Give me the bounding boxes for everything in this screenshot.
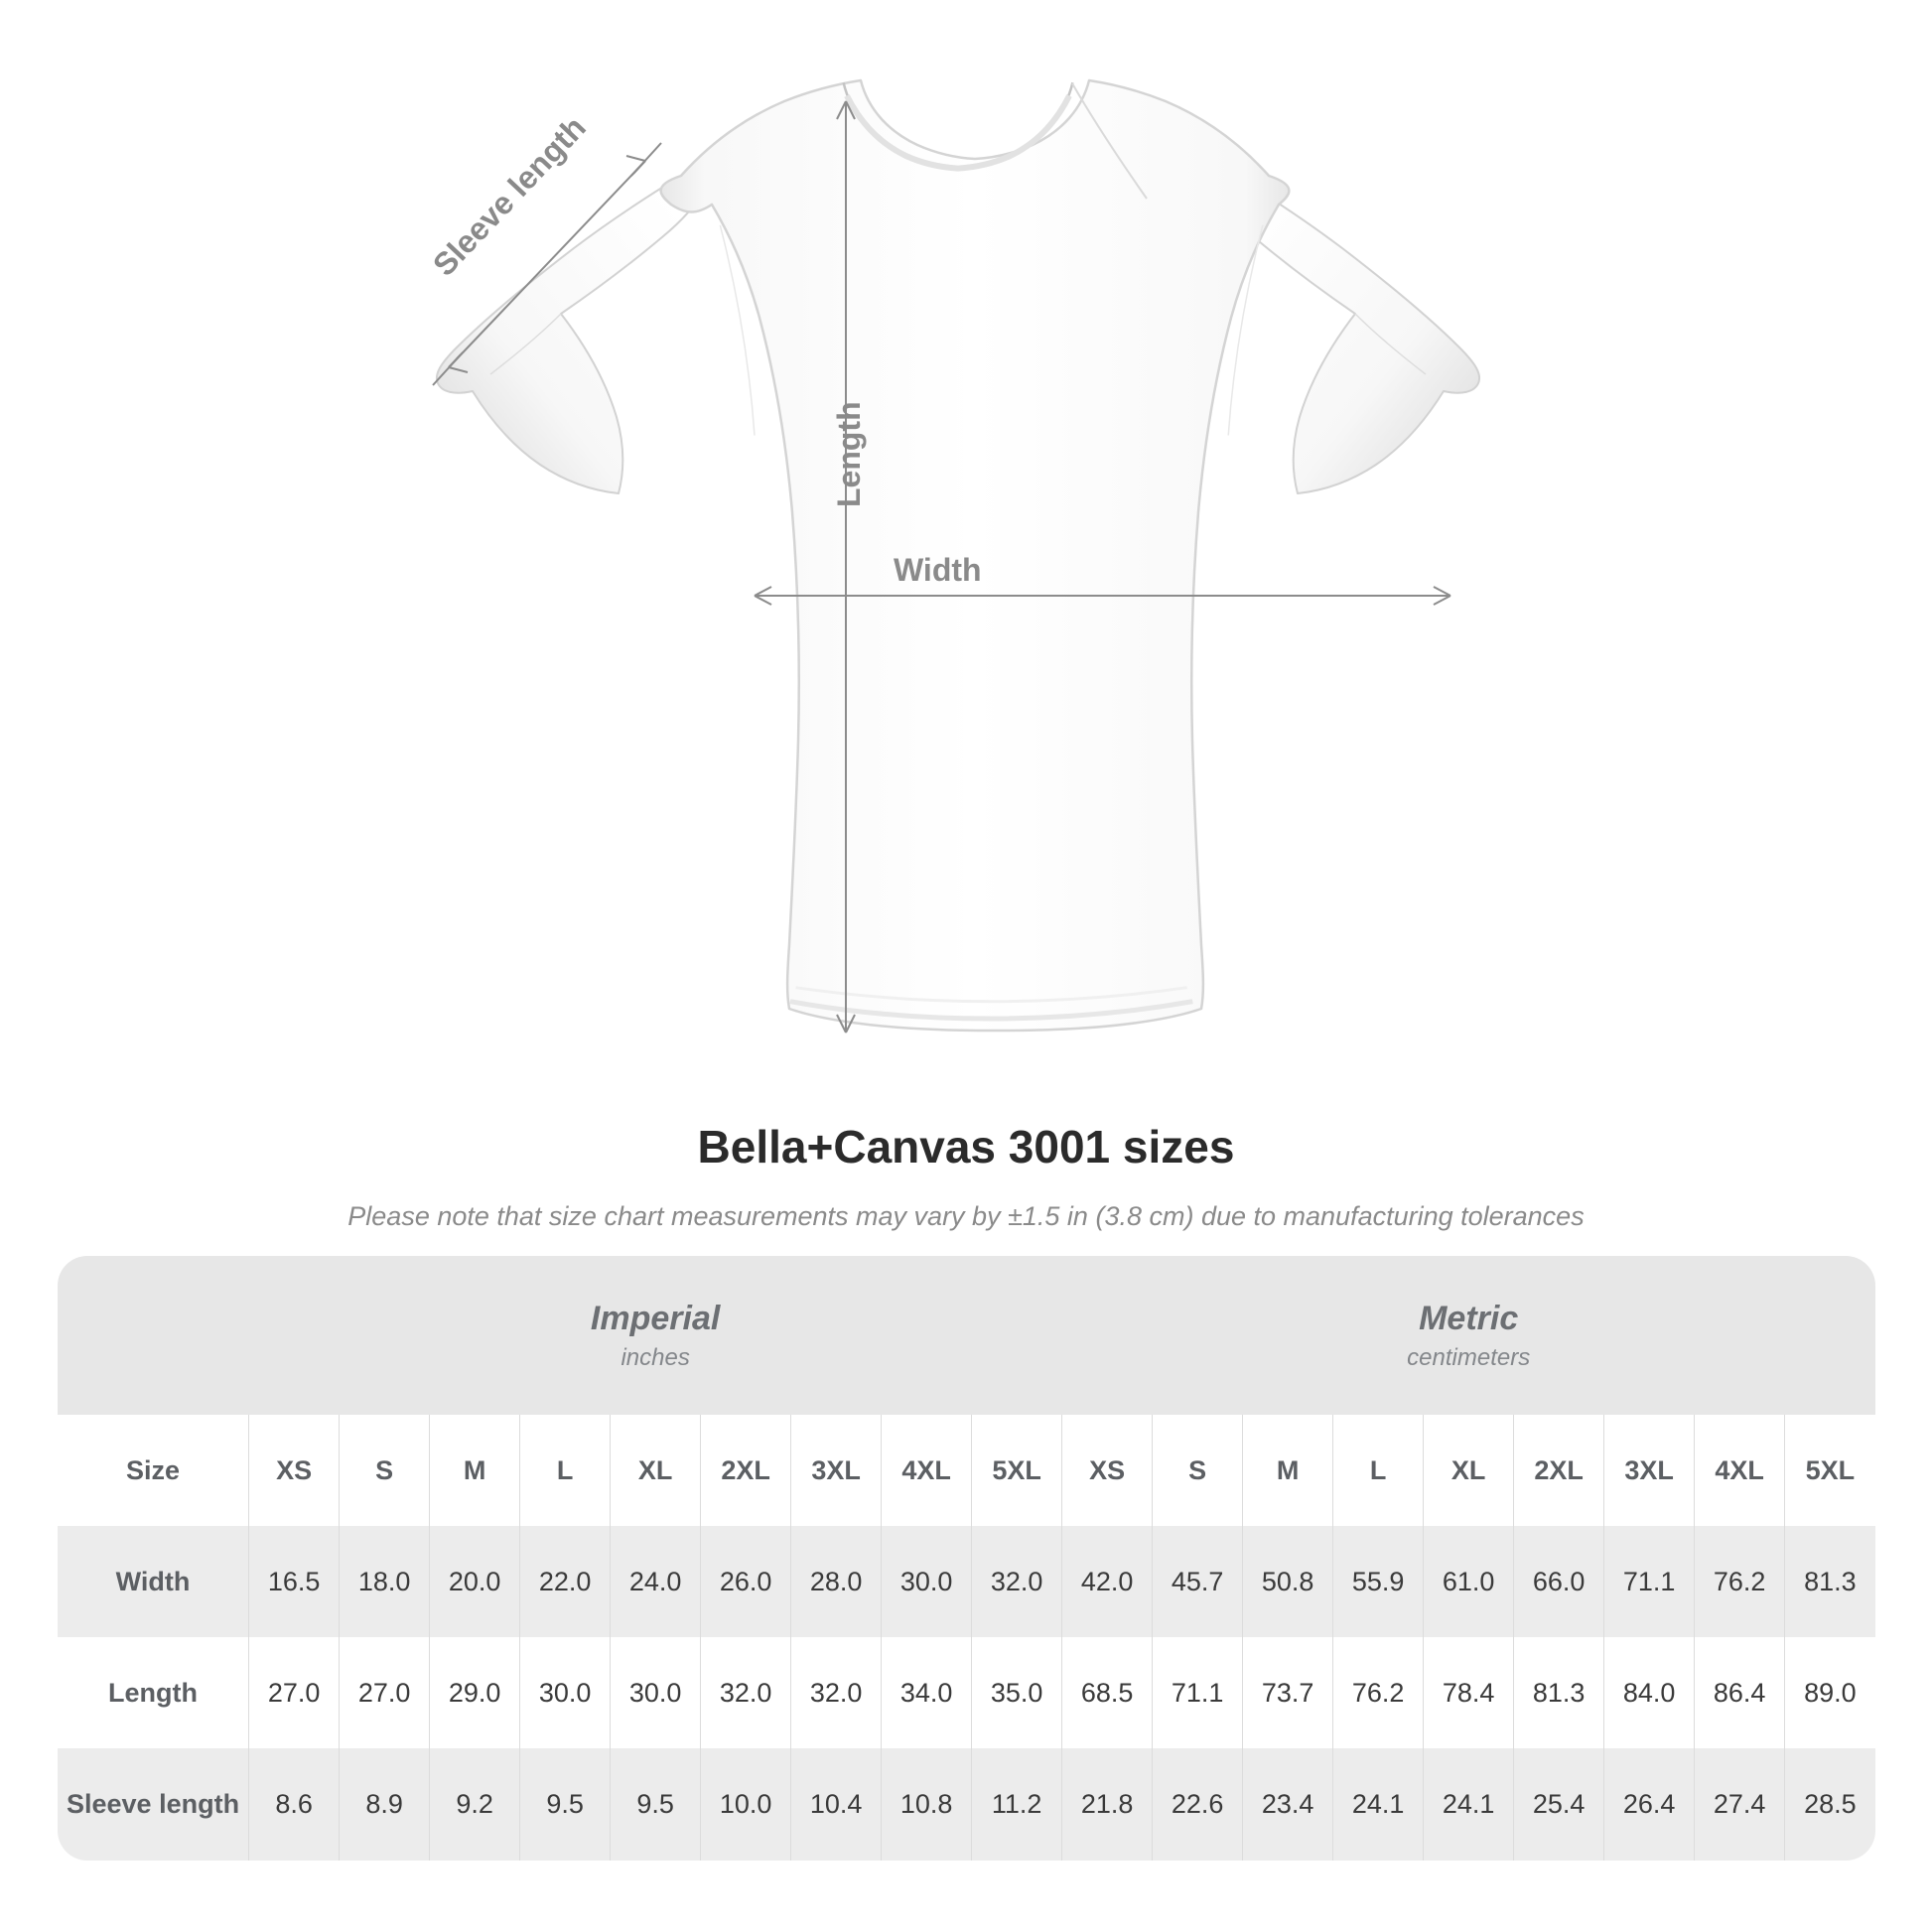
- svg-text:Width: Width: [894, 552, 982, 588]
- svg-text:Length: Length: [831, 401, 867, 507]
